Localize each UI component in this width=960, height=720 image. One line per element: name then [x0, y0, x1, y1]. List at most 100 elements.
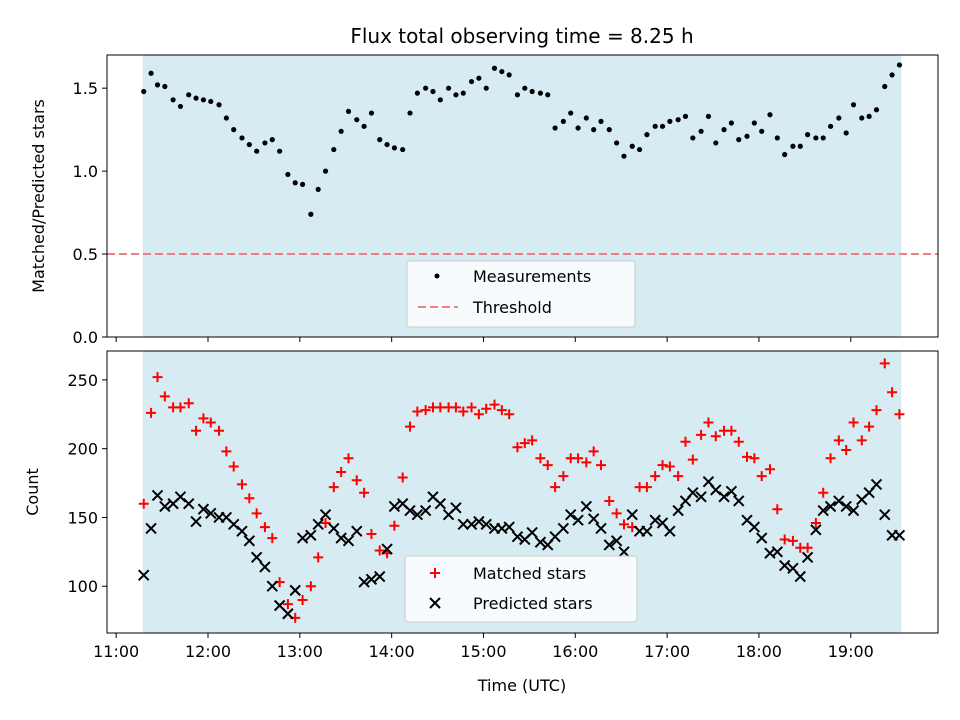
matched-star-point [764, 464, 775, 475]
predicted-star-point [824, 500, 837, 513]
predicted-star-point [755, 532, 768, 544]
matched-star-point [221, 446, 232, 457]
measurement-point [361, 123, 367, 129]
legend-top: Measurements Threshold [406, 260, 636, 328]
measurement-point [322, 168, 329, 174]
predicted-star-point [733, 495, 745, 507]
predicted-star-point [473, 515, 485, 528]
measurement-point [414, 90, 420, 96]
predicted-star-point [465, 518, 478, 531]
predicted-star-point [351, 525, 363, 537]
measurement-point [805, 132, 811, 138]
predicted-star-point [282, 608, 294, 620]
matched-star-point [496, 405, 507, 416]
measurement-point [308, 211, 314, 217]
x-axis-ticks-bottom: 11:00 12:00 13:00 14:00 15:00 16:00 17:00 18:00… [93, 633, 874, 661]
matched-star-point [267, 533, 278, 544]
matched-star-point [856, 435, 867, 446]
matched-star-point [596, 460, 607, 471]
measurement-point [843, 130, 849, 136]
measurement-point [529, 88, 535, 95]
x-tick-label: 11:00 [93, 642, 139, 661]
measurement-point [583, 115, 589, 121]
predicted-star-point [564, 508, 577, 521]
matched-star-point [297, 594, 308, 605]
matched-star-point [228, 461, 239, 472]
predicted-star-point [801, 551, 814, 564]
matched-star-point [146, 407, 157, 418]
predicted-star-point [190, 515, 202, 528]
predicted-star-point [243, 535, 256, 547]
predicted-star-point [847, 504, 860, 517]
measurement-point [522, 85, 528, 91]
measurement-point [377, 137, 383, 143]
measurement-point [384, 141, 390, 148]
matched-star-point [138, 498, 149, 509]
measurement-point [476, 75, 482, 81]
predicted-star-point [778, 559, 791, 572]
predicted-star-point [319, 508, 332, 521]
matched-star-point [825, 453, 836, 464]
measurement-point [591, 127, 597, 133]
plot-frame-bottom [106, 350, 939, 634]
measurement-point [514, 92, 521, 98]
legend-matched-marker [430, 568, 440, 578]
measurement-point [736, 137, 742, 143]
measurement-point [767, 112, 773, 118]
measurement-point [598, 118, 604, 124]
measurement-point [239, 135, 245, 141]
predicted-star-point [817, 504, 829, 517]
matched-star-point [152, 372, 163, 383]
x-tick-label: 14:00 [369, 642, 415, 661]
measurement-point [254, 148, 260, 154]
predicted-star-point [365, 573, 378, 586]
matched-star-point [664, 461, 675, 472]
x-tick-label: 19:00 [828, 642, 874, 661]
measurement-point [759, 128, 765, 134]
matched-star-point [818, 487, 829, 498]
measurement-point [721, 127, 727, 133]
matched-star-point [466, 402, 477, 413]
matched-star-point [412, 406, 423, 417]
predicted-star-point [626, 508, 638, 521]
measurement-point [690, 135, 696, 141]
matched-star-point [259, 522, 270, 533]
matched-star-point [710, 431, 721, 442]
x-tick-label: 13:00 [277, 642, 323, 661]
predicted-star-point [893, 529, 906, 542]
predicted-star-point [794, 570, 806, 583]
predicted-star-point [342, 535, 355, 547]
measurement-point [491, 65, 498, 71]
predicted-star-point [388, 500, 401, 513]
measurement-point [186, 92, 192, 98]
y-tick-label: 0.5 [73, 245, 98, 264]
matched-star-point [787, 535, 798, 546]
legend-matched-label: Matched stars [473, 564, 586, 583]
x-axis-label: Time (UTC) [477, 676, 566, 695]
legend-predicted-marker [429, 597, 441, 609]
predicted-star-point [197, 503, 210, 515]
matched-star-point [519, 438, 530, 449]
matched-star-point [366, 528, 377, 539]
predicted-star-point [151, 489, 164, 502]
matched-star-point [191, 425, 202, 436]
matched-star-point [687, 454, 698, 465]
measurement-point [782, 151, 788, 158]
measurement-point [652, 123, 658, 129]
matched-star-point [833, 435, 844, 446]
measurement-point [231, 127, 237, 133]
matched-star-point [389, 520, 400, 531]
predicted-star-point [870, 478, 883, 491]
matched-star-point [611, 508, 622, 519]
measurement-point [827, 123, 834, 129]
measurement-point [675, 117, 681, 123]
measurement-point [262, 140, 268, 146]
predicted-star-point [480, 518, 492, 531]
measurement-point [400, 146, 406, 153]
predicted-star-point [725, 485, 738, 498]
measurement-point [506, 72, 512, 78]
matched-star-point [236, 479, 247, 490]
legend-measurements-marker [434, 273, 440, 279]
y-tick-label: 200 [67, 440, 98, 459]
matched-star-point [374, 545, 385, 556]
